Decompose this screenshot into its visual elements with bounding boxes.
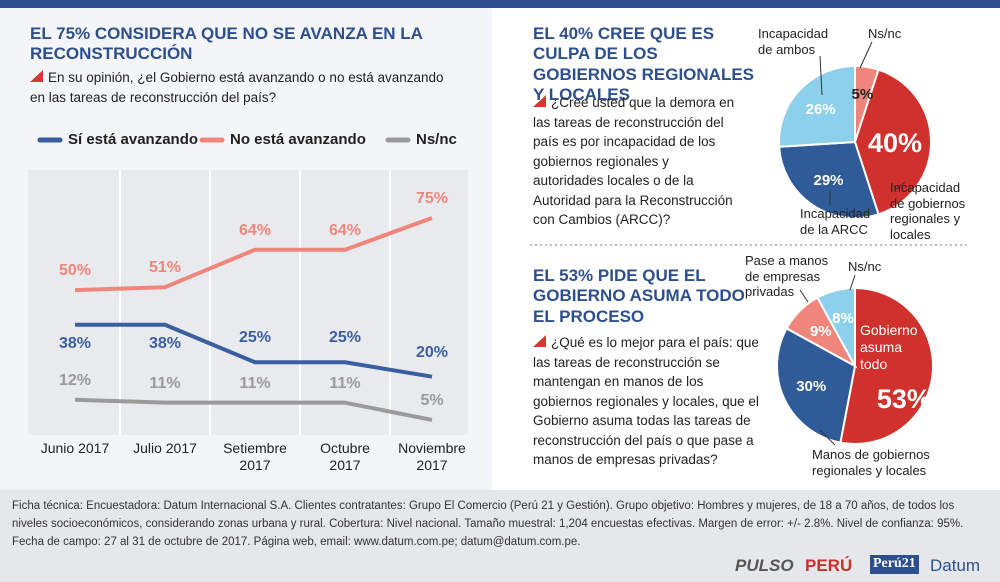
value-label: 9% [809,322,832,340]
value-label: 8% [832,310,854,328]
pie-slice [778,64,856,148]
category-label: Gobierno asuma todo [860,322,918,372]
leader-line [799,289,809,303]
category-label: Incapacidad de la ARCC [800,206,871,237]
x-tick-label: Octubre 2017 [320,440,370,473]
series-line [74,216,433,293]
question: ¿Qué es lo mejor para el país: que las t… [533,333,765,470]
value-label: 30% [796,377,827,395]
category-label: Ns/nc [868,26,902,41]
value-label: 53% [876,383,931,414]
value-label: 11% [239,374,271,392]
category-label: Ns/nc [848,259,882,274]
value-label: 38% [58,334,92,352]
pie-slice [816,286,856,367]
value-label: 75% [415,189,449,207]
value-label: 51% [148,259,182,277]
value-label: 5% [851,86,874,104]
value-label: 40% [868,128,923,158]
leader-line [819,429,836,446]
leader-line [859,41,873,69]
top-bar [0,0,1000,8]
footer-bg [0,490,1000,582]
legend-label: Ns/nc [416,131,457,148]
value-label: 20% [415,343,449,361]
series-line [75,322,433,379]
value-label: 25% [238,329,272,347]
value-label: 64% [238,221,272,239]
x-tick-label: Setiembre 2017 [223,440,287,473]
logo: PERÚ [805,556,853,575]
leader-line [849,274,856,291]
pie-slice [776,327,857,444]
category-label: Pase a manos de empresas privadas [745,253,829,300]
footnote: Ficha técnica: Encuestadora: Datum Inter… [12,500,964,548]
question: En su opinión, ¿el Gobierno está avanzan… [30,68,460,107]
leader-line [819,55,823,96]
value-label: 26% [805,100,836,118]
legend-label: No está avanzando [230,131,366,148]
value-label: 64% [328,221,362,239]
chart-title: EL 75% CONSIDERA QUE NO SE AVANZA EN LA … [30,24,423,64]
pie-slice [778,140,880,219]
value-label: 5% [420,391,444,409]
plot-bg [28,170,468,435]
x-tick-label: Junio 2017 [40,440,110,456]
logo: PULSO [735,556,794,575]
value-label: 29% [813,171,844,189]
leader-line [894,181,906,191]
value-label: 50% [58,262,92,280]
x-tick-label: Julio 2017 [133,440,197,456]
logo: Perú21 [870,555,919,574]
value-label: 38% [148,334,182,352]
legend-label: Sí está avanzando [68,131,199,148]
chart-title: EL 53% PIDE QUE EL GOBIERNO ASUMA TODO E… [533,266,745,326]
category-label: Incapacidad de gobiernos regionales y lo… [890,180,966,242]
pie-slice [853,68,932,216]
chart-title: EL 40% CREE QUE ES CULPA DE LOS GOBIERNO… [533,24,755,105]
logo: Datum [930,556,981,575]
value-label: 12% [58,371,92,389]
value-label: 11% [329,374,361,392]
x-tick-label: Noviembre 2017 [398,440,466,473]
category-label: Incapacidad de ambos [758,26,829,57]
series-line [74,397,433,422]
value-label: 25% [328,329,362,347]
category-label: Manos de gobiernos regionales y locales [812,447,930,478]
question: ¿Cree usted que la demora en las tareas … [533,93,743,230]
pie-slice [839,286,935,445]
value-label: 11% [149,374,181,392]
